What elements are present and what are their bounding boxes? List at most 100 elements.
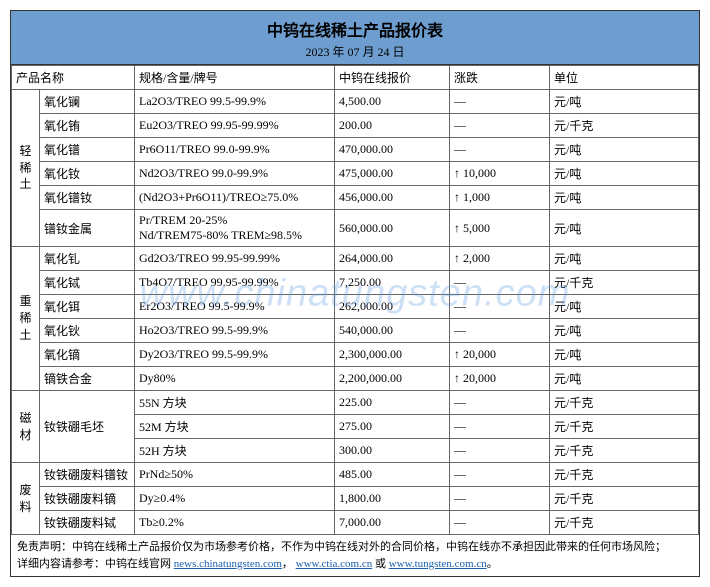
product-name: 氧化钆 <box>40 247 135 271</box>
product-price: 456,000.00 <box>335 186 450 210</box>
product-price: 264,000.00 <box>335 247 450 271</box>
price-table-container: www.chinatungsten.com 中钨在线稀土产品报价表 2023 年… <box>10 10 700 577</box>
product-price: 225.00 <box>335 391 450 415</box>
product-name: 钕铁硼废料镨钕 <box>40 463 135 487</box>
product-name: 镨钕金属 <box>40 210 135 247</box>
product-spec: Pr6O11/TREO 99.0-99.9% <box>135 138 335 162</box>
product-spec: 52H 方块 <box>135 439 335 463</box>
group-label: 废料 <box>12 463 40 535</box>
col-name-header: 产品名称 <box>12 66 135 90</box>
product-change: ↑ 10,000 <box>450 162 550 186</box>
product-change: ↑ 5,000 <box>450 210 550 247</box>
product-change: — <box>450 487 550 511</box>
product-unit: 元/千克 <box>550 511 699 535</box>
product-price: 470,000.00 <box>335 138 450 162</box>
col-unit-header: 单位 <box>550 66 699 90</box>
product-name: 钕铁硼废料铽 <box>40 511 135 535</box>
table-row: 镝铁合金Dy80%2,200,000.00↑ 20,000元/吨 <box>12 367 699 391</box>
product-unit: 元/吨 <box>550 210 699 247</box>
col-price-header: 中钨在线报价 <box>335 66 450 90</box>
product-spec: 52M 方块 <box>135 415 335 439</box>
table-row: 钕铁硼废料镝Dy≥0.4%1,800.00—元/千克 <box>12 487 699 511</box>
product-name: 氧化镝 <box>40 343 135 367</box>
product-unit: 元/吨 <box>550 162 699 186</box>
product-change: — <box>450 271 550 295</box>
header-row: 产品名称 规格/含量/牌号 中钨在线报价 涨跌 单位 <box>12 66 699 90</box>
product-price: 200.00 <box>335 114 450 138</box>
product-price: 300.00 <box>335 439 450 463</box>
table-row: 氧化钬Ho2O3/TREO 99.5-99.9%540,000.00—元/吨 <box>12 319 699 343</box>
product-change: ↑ 2,000 <box>450 247 550 271</box>
product-unit: 元/吨 <box>550 295 699 319</box>
product-spec: Dy≥0.4% <box>135 487 335 511</box>
product-unit: 元/千克 <box>550 271 699 295</box>
price-table: 产品名称 规格/含量/牌号 中钨在线报价 涨跌 单位 轻稀土氧化镧La2O3/T… <box>11 65 699 535</box>
product-unit: 元/千克 <box>550 391 699 415</box>
product-unit: 元/吨 <box>550 343 699 367</box>
product-name: 氧化铕 <box>40 114 135 138</box>
product-price: 485.00 <box>335 463 450 487</box>
product-price: 560,000.00 <box>335 210 450 247</box>
product-price: 2,300,000.00 <box>335 343 450 367</box>
product-change: — <box>450 439 550 463</box>
product-price: 540,000.00 <box>335 319 450 343</box>
product-change: — <box>450 138 550 162</box>
product-name: 氧化钕 <box>40 162 135 186</box>
group-label: 轻稀土 <box>12 90 40 247</box>
product-name: 氧化镨 <box>40 138 135 162</box>
product-spec: Eu2O3/TREO 99.95-99.99% <box>135 114 335 138</box>
table-row: 钕铁硼废料铽Tb≥0.2%7,000.00—元/千克 <box>12 511 699 535</box>
disclaimer: 免责声明：中钨在线稀土产品报价仅为市场参考价格，不作为中钨在线对外的合同价格，中… <box>11 535 699 576</box>
group-label: 重稀土 <box>12 247 40 391</box>
product-name: 氧化钬 <box>40 319 135 343</box>
product-change: ↑ 20,000 <box>450 343 550 367</box>
product-change: — <box>450 463 550 487</box>
product-unit: 元/吨 <box>550 138 699 162</box>
table-title: 中钨在线稀土产品报价表 <box>11 17 699 41</box>
product-unit: 元/吨 <box>550 319 699 343</box>
product-spec: La2O3/TREO 99.5-99.9% <box>135 90 335 114</box>
product-spec: Nd2O3/TREO 99.0-99.9% <box>135 162 335 186</box>
product-spec: Tb≥0.2% <box>135 511 335 535</box>
product-change: ↑ 1,000 <box>450 186 550 210</box>
table-row: 废料钕铁硼废料镨钕PrNd≥50%485.00—元/千克 <box>12 463 699 487</box>
product-spec: (Nd2O3+Pr6O11)/TREO≥75.0% <box>135 186 335 210</box>
sep2: 或 <box>372 558 389 570</box>
sep1: ， <box>282 558 293 570</box>
tail: 。 <box>487 558 498 570</box>
product-unit: 元/吨 <box>550 247 699 271</box>
product-spec: Dy2O3/TREO 99.5-99.9% <box>135 343 335 367</box>
table-header: 中钨在线稀土产品报价表 2023 年 07 月 24 日 <box>11 11 699 65</box>
product-name: 钕铁硼毛坯 <box>40 391 135 463</box>
product-change: — <box>450 319 550 343</box>
table-date: 2023 年 07 月 24 日 <box>11 41 699 62</box>
product-price: 1,800.00 <box>335 487 450 511</box>
table-row: 重稀土氧化钆Gd2O3/TREO 99.95-99.99%264,000.00↑… <box>12 247 699 271</box>
col-change-header: 涨跌 <box>450 66 550 90</box>
disclaimer-line2a: 详细内容请参考：中钨在线官网 <box>17 558 174 570</box>
table-row: 轻稀土氧化镧La2O3/TREO 99.5-99.9%4,500.00—元/吨 <box>12 90 699 114</box>
product-change: — <box>450 391 550 415</box>
table-row: 氧化镨钕(Nd2O3+Pr6O11)/TREO≥75.0%456,000.00↑… <box>12 186 699 210</box>
disclaimer-link3[interactable]: www.tungsten.com.cn <box>389 558 487 570</box>
product-name: 氧化铒 <box>40 295 135 319</box>
product-unit: 元/吨 <box>550 186 699 210</box>
product-name: 氧化镨钕 <box>40 186 135 210</box>
product-unit: 元/吨 <box>550 367 699 391</box>
product-name: 钕铁硼废料镝 <box>40 487 135 511</box>
product-price: 4,500.00 <box>335 90 450 114</box>
table-row: 氧化镝Dy2O3/TREO 99.5-99.9%2,300,000.00↑ 20… <box>12 343 699 367</box>
table-row: 氧化铽Tb4O7/TREO 99.95-99.99%7,250.00—元/千克 <box>12 271 699 295</box>
table-row: 氧化铕Eu2O3/TREO 99.95-99.99%200.00—元/千克 <box>12 114 699 138</box>
product-price: 262,000.00 <box>335 295 450 319</box>
disclaimer-link1[interactable]: news.chinatungsten.com <box>174 558 282 570</box>
disclaimer-link2[interactable]: www.ctia.com.cn <box>296 558 373 570</box>
table-row: 氧化镨Pr6O11/TREO 99.0-99.9%470,000.00—元/吨 <box>12 138 699 162</box>
product-spec: 55N 方块 <box>135 391 335 415</box>
table-row: 氧化铒Er2O3/TREO 99.5-99.9%262,000.00—元/吨 <box>12 295 699 319</box>
product-change: — <box>450 295 550 319</box>
product-spec: Gd2O3/TREO 99.95-99.99% <box>135 247 335 271</box>
product-name: 氧化镧 <box>40 90 135 114</box>
product-spec: Tb4O7/TREO 99.95-99.99% <box>135 271 335 295</box>
product-price: 7,000.00 <box>335 511 450 535</box>
